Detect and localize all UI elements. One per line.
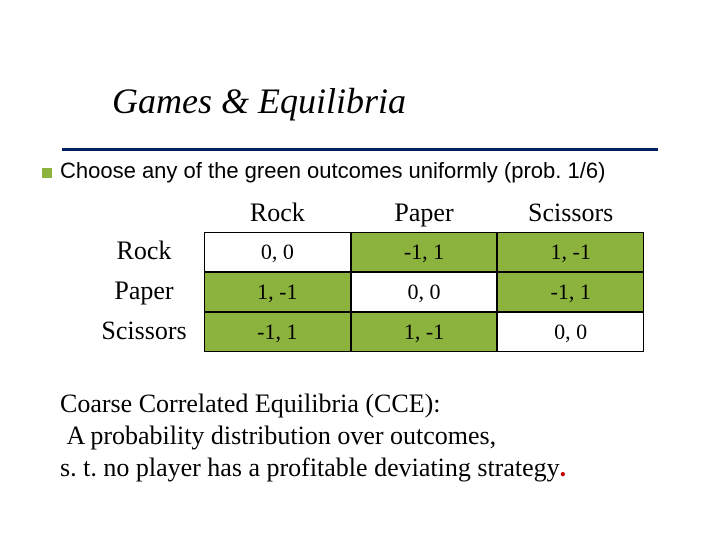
- cell-2-2: 0, 0: [497, 312, 644, 352]
- body-line-3-text: s. t. no player has a profitable deviati…: [60, 453, 560, 482]
- col-header-paper: Paper: [351, 198, 498, 232]
- column-headers: Rock Paper Scissors: [84, 198, 644, 232]
- row-header-scissors: Scissors: [84, 312, 204, 352]
- row-header-rock: Rock: [84, 232, 204, 272]
- table-row: Rock 0, 0 -1, 1 1, -1: [84, 232, 644, 272]
- cell-2-1: 1, -1: [351, 312, 498, 352]
- cell-1-2: -1, 1: [497, 272, 644, 312]
- subhead-text: Choose any of the green outcomes uniform…: [60, 158, 605, 184]
- bullet-icon: [42, 168, 52, 178]
- cell-1-1: 0, 0: [351, 272, 498, 312]
- title-underline: [62, 148, 658, 151]
- red-period: .: [560, 453, 567, 482]
- cell-0-0: 0, 0: [204, 232, 351, 272]
- body-line-3: s. t. no player has a profitable deviati…: [60, 452, 566, 483]
- body-line-1: Coarse Correlated Equilibria (CCE):: [60, 388, 441, 419]
- row-header-paper: Paper: [84, 272, 204, 312]
- page-title: Games & Equilibria: [112, 80, 406, 122]
- cell-0-2: 1, -1: [497, 232, 644, 272]
- header-spacer: [84, 198, 204, 232]
- col-header-scissors: Scissors: [497, 198, 644, 232]
- body-line-2: A probability distribution over outcomes…: [60, 420, 496, 451]
- cell-1-0: 1, -1: [204, 272, 351, 312]
- cell-2-0: -1, 1: [204, 312, 351, 352]
- cell-0-1: -1, 1: [351, 232, 498, 272]
- col-header-rock: Rock: [204, 198, 351, 232]
- payoff-table: Rock Paper Scissors Rock 0, 0 -1, 1 1, -…: [84, 198, 644, 352]
- table-row: Scissors -1, 1 1, -1 0, 0: [84, 312, 644, 352]
- table-row: Paper 1, -1 0, 0 -1, 1: [84, 272, 644, 312]
